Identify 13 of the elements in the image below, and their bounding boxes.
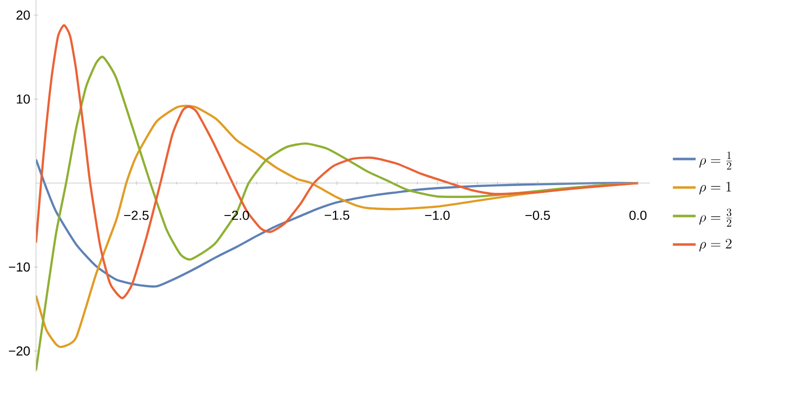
legend-label: $\rho = \frac{3}{2}$ [699, 208, 732, 227]
legend-label: $\rho = \frac{1}{2}$ [699, 152, 732, 170]
x-tick-label: −0.5 [525, 210, 550, 220]
y-tick-label: 10 [16, 94, 30, 104]
legend-label: $\rho = 1$ [699, 182, 732, 194]
x-tick-label: −1.0 [425, 210, 450, 220]
legend-label: $\rho = 2$ [699, 238, 732, 252]
y-tick-label: −10 [8, 262, 30, 272]
y-tick-label: 20 [16, 10, 30, 20]
y-tick-label: −20 [8, 346, 30, 356]
x-tick-label: −1.5 [324, 210, 350, 220]
x-tick-label: −2.5 [124, 210, 149, 220]
x-tick-label: 0.0 [629, 210, 647, 220]
